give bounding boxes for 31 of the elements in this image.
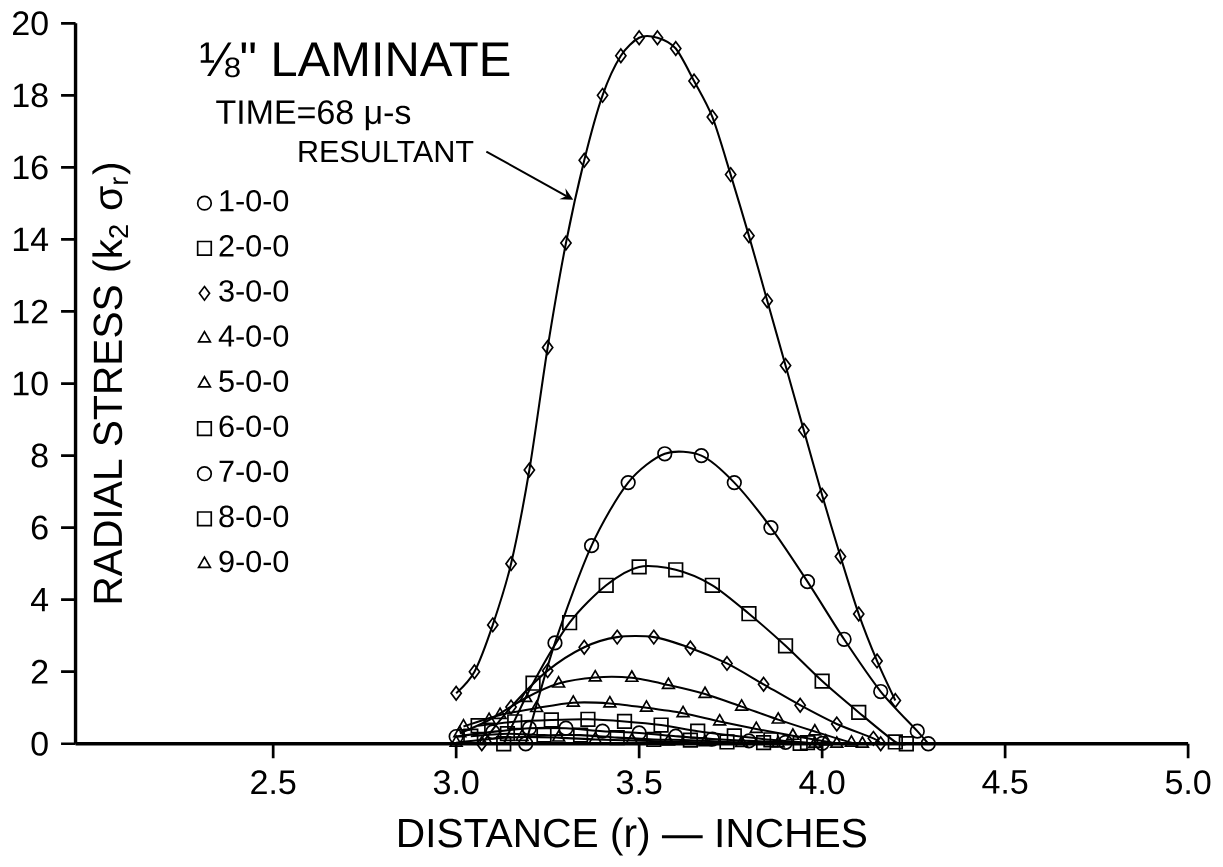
- y-tick-label: 18: [13, 83, 48, 108]
- x-tick-label: 3.5: [616, 770, 662, 795]
- x-tick-label: 4.5: [982, 770, 1028, 794]
- y-tick-label: 6: [31, 515, 48, 540]
- legend-label: 8-0-0: [219, 505, 289, 528]
- y-tick-label: 16: [13, 155, 48, 180]
- legend-label: 9-0-0: [219, 550, 289, 573]
- chart-title: ⅛" LAMINATE: [200, 42, 510, 78]
- legend-label: 4-0-0: [218, 325, 289, 347]
- y-tick-label: 12: [13, 299, 48, 324]
- legend-label: 7-0-0: [219, 460, 289, 483]
- text: TIME=68 μ-s: [216, 100, 411, 131]
- x-tick-label: 5.0: [1165, 770, 1211, 795]
- y-tick-label: 20: [13, 11, 48, 36]
- y-tick-label: 0: [31, 731, 48, 756]
- y-tick-label: 8: [31, 443, 48, 468]
- y-tick-label: 14: [13, 227, 49, 252]
- x-tick-label: 2.5: [251, 770, 296, 795]
- y-axis-title: RADIAL STRESS (k$_{2}$ σ$_{r}$): [92, 164, 131, 603]
- x-tick-label: 4.0: [799, 770, 845, 795]
- legend-label: 6-0-0: [219, 415, 289, 438]
- legend-label: 2-0-0: [219, 235, 289, 257]
- annotation: RESULTANT: [299, 140, 474, 163]
- x-tick-label: 3.0: [433, 770, 479, 795]
- y-tick-label: 10: [13, 371, 48, 396]
- legend-label: 5-0-0: [219, 370, 289, 393]
- y-tick-label: 2: [31, 659, 48, 684]
- x-axis-title: DISTANCE (r) — INCHES: [399, 817, 867, 856]
- legend-label: 3-0-0: [219, 280, 289, 302]
- y-tick-label: 4: [30, 588, 49, 612]
- legend-label: 1-0-0: [220, 190, 289, 212]
